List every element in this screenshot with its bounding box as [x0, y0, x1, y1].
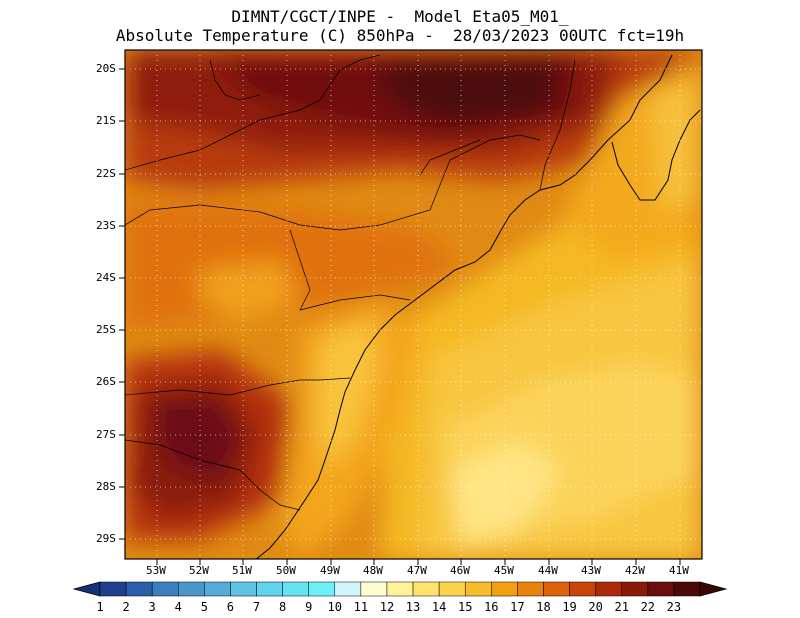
colorbar-swatch: [491, 581, 518, 597]
lat-label: 25S: [96, 323, 116, 336]
colorbar-label: 14: [431, 600, 447, 614]
lat-label: 24S: [96, 271, 116, 284]
colorbar-arrow-high: [699, 581, 728, 597]
map-title-line-2: Absolute Temperature (C) 850hPa - 28/03/…: [115, 26, 685, 45]
colorbar-label: 12: [379, 600, 395, 614]
graticule: [125, 50, 702, 559]
axis-ticks: [119, 68, 681, 565]
colorbar-swatch: [595, 581, 622, 597]
colorbar-swatch: [438, 581, 466, 597]
lat-label: 28S: [96, 480, 116, 493]
colorbar-swatch: [256, 581, 283, 597]
colorbar-swatch: [647, 581, 675, 597]
colorbar-swatch: [517, 581, 544, 597]
colorbar-label: 6: [226, 600, 235, 614]
colorbar-label: 2: [122, 600, 130, 614]
lon-label: 46W: [450, 564, 470, 577]
colorbar-swatch: [151, 581, 179, 597]
colorbar-swatch: [569, 581, 596, 597]
colorbar-swatch: [621, 581, 649, 597]
colorbar-label: 18: [536, 600, 551, 614]
colorbar-swatch: [334, 581, 362, 597]
lon-label: 49W: [320, 564, 340, 577]
colorbar-label: 17: [510, 600, 525, 614]
lon-label: 50W: [276, 564, 296, 577]
colorbar-label: 11: [353, 600, 369, 614]
colorbar-label: 9: [305, 600, 313, 614]
coastline: [255, 54, 701, 559]
colorbar-arrow-low: [72, 581, 101, 597]
lon-label: 51W: [232, 564, 252, 577]
lon-label: 41W: [669, 564, 689, 577]
colorbar-label: 4: [174, 600, 182, 614]
lat-label: 23S: [96, 219, 116, 232]
lon-label: 44W: [538, 564, 558, 577]
lat-label: 27S: [96, 428, 116, 441]
colorbar-swatch: [543, 581, 570, 597]
colorbar-label: 19: [562, 600, 577, 614]
lon-label: 45W: [494, 564, 514, 577]
map-title-line-1: DIMNT/CGCT/INPE - Model Eta05_M01_: [231, 7, 569, 26]
colorbar-label: 20: [588, 600, 603, 614]
colorbar-swatch: [178, 581, 205, 597]
map-frame: [124, 49, 703, 560]
colorbar-swatch: [464, 581, 492, 597]
lon-label: 43W: [581, 564, 601, 577]
colorbar-label: 16: [484, 600, 499, 614]
colorbar-label: 13: [405, 600, 421, 614]
colorbar-label: 7: [252, 600, 261, 614]
state-borders: [125, 54, 576, 511]
colorbar-swatch: [308, 581, 336, 597]
temperature-field: [125, 50, 702, 559]
colorbar-swatch: [99, 581, 127, 597]
colorbar-swatch: [282, 581, 309, 597]
colorbar-label: 22: [640, 600, 656, 614]
colorbar-swatch: [386, 581, 414, 597]
lat-label: 26S: [96, 375, 116, 388]
colorbar-label: 15: [457, 600, 473, 614]
lat-label: 20S: [96, 62, 116, 75]
lat-label: 21S: [96, 114, 116, 127]
colorbar-label: 5: [200, 600, 208, 614]
lon-label: 52W: [189, 564, 209, 577]
lon-label: 47W: [407, 564, 427, 577]
colorbar-swatch: [360, 581, 388, 597]
colorbar: [72, 581, 728, 597]
colorbar-label: 23: [666, 600, 682, 614]
lon-label: 48W: [363, 564, 383, 577]
colorbar-swatch: [125, 581, 153, 597]
lat-label: 22S: [96, 167, 116, 180]
colorbar-swatch: [230, 581, 257, 597]
lon-label: 42W: [625, 564, 645, 577]
lat-label: 29S: [96, 532, 116, 545]
colorbar-label: 8: [278, 600, 287, 614]
colorbar-label: 21: [614, 600, 629, 614]
colorbar-swatch: [204, 581, 231, 597]
colorbar-label: 3: [148, 600, 156, 614]
lon-label: 53W: [146, 564, 166, 577]
colorbar-label: 1: [96, 600, 104, 614]
colorbar-label: 10: [327, 600, 342, 614]
colorbar-swatch: [412, 581, 440, 597]
colorbar-swatch: [673, 581, 701, 597]
